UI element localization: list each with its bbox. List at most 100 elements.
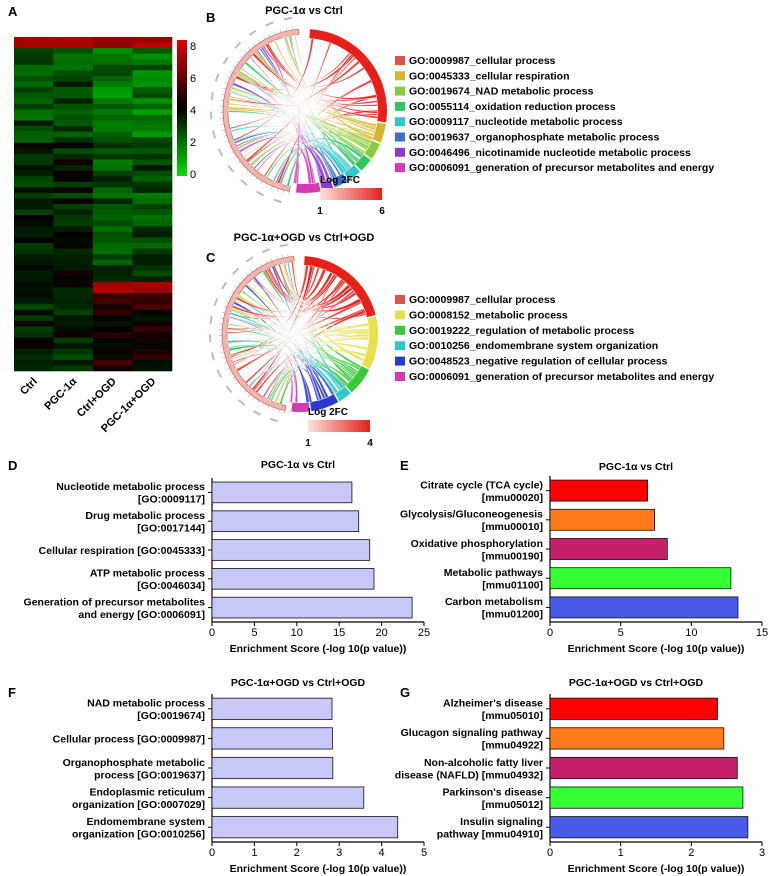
chord-ribbon: [227, 323, 356, 378]
heatmap-cell: [53, 148, 94, 155]
heatmap-cell: [132, 176, 173, 183]
category-label: organization [GO:0007029]: [72, 799, 205, 811]
heatmap-cell: [53, 204, 94, 210]
term-arc-segment: [331, 173, 348, 188]
legend-label: GO:0006091_generation of precursor metab…: [409, 371, 714, 383]
heatmap-cell: [132, 276, 173, 283]
heatmap-cell: [132, 131, 173, 138]
heatmap-cell: [93, 75, 133, 82]
chord-ribbon: [228, 98, 371, 147]
heatmap-cell: [53, 348, 94, 355]
heatmap-cell: [93, 304, 133, 311]
heatmap-cell: [132, 81, 173, 88]
heatmap-cell: [53, 37, 94, 43]
heatmap-cell: [132, 187, 173, 194]
heatmap-cell: [132, 37, 173, 43]
heatmap-cell: [93, 198, 133, 205]
heatmap-cell: [53, 109, 94, 116]
panel-letter-e: E: [400, 458, 409, 473]
heatmap-cell: [53, 126, 94, 132]
heatmap-cell: [132, 142, 173, 149]
gene-tick: [258, 39, 261, 43]
heatmap-cell: [14, 293, 54, 299]
chord-ribbon: [227, 340, 339, 394]
bar: [549, 816, 749, 839]
chord-ribbon: [236, 294, 370, 334]
legend-swatch: [395, 147, 405, 157]
gene-label-mark: [238, 399, 246, 406]
x-axis-label: Enrichment Score (-log 10(p value)): [230, 863, 407, 875]
heatmap-cell: [132, 165, 173, 171]
chord-ribbon: [286, 140, 359, 187]
heatmap-cell: [93, 254, 133, 260]
x-tick-label: 10: [291, 627, 303, 639]
category-label: Citrate cycle (TCA cycle): [420, 479, 543, 491]
heatmap-cell: [14, 187, 54, 194]
gene-tick: [229, 372, 233, 375]
heatmap-cell: [53, 215, 94, 221]
bar: [211, 568, 375, 590]
heatmap-cell: [93, 64, 133, 71]
chord-ribbon: [238, 136, 312, 185]
heatmap-cell: [93, 215, 133, 221]
category-label: Drug metabolic process: [85, 510, 205, 522]
legend-label: GO:0009117_nucleotide metabolic process: [409, 116, 623, 128]
heatmap-cell: [132, 315, 173, 322]
heatmap-cell: [132, 304, 173, 311]
chord-ribbon: [268, 337, 370, 402]
heatmap-cell: [132, 92, 173, 99]
heatmap-cell: [53, 281, 94, 288]
chord-ribbon: [262, 366, 298, 404]
colorbar-tick-label: 6: [190, 73, 196, 85]
gene-tick: [236, 60, 239, 63]
heatmap-cell: [132, 204, 173, 210]
legend-swatch: [395, 295, 405, 304]
term-arc-segment: [345, 365, 370, 393]
heatmap-cell: [93, 48, 133, 54]
chord-diagram-c: [208, 243, 378, 423]
category-label: Generation of precursor metabolites: [24, 596, 206, 608]
heatmap-cell: [132, 148, 173, 155]
bar: [549, 567, 732, 590]
chord-ribbon: [281, 262, 370, 331]
heatmap-cell: [14, 220, 54, 227]
gene-tick: [222, 129, 226, 131]
heatmap-cell: [93, 148, 133, 155]
heatmap-cell: [53, 42, 94, 49]
chord-diagram-b: [209, 16, 387, 204]
heatmap-cell: [14, 281, 54, 288]
gene-label-mark: [208, 334, 212, 343]
term-arc-segment: [309, 29, 387, 123]
gene-tick: [281, 254, 283, 258]
gene-tick: [228, 295, 232, 298]
gene-label-mark: [211, 130, 216, 139]
legend-label: GO:0019637_organophosphate metabolic pro…: [409, 132, 659, 144]
x-tick-label: 1: [251, 847, 257, 859]
x-tick-label: 3: [759, 847, 765, 859]
gene-tick: [237, 281, 241, 284]
chord-ribbon: [229, 349, 343, 391]
heatmap-cell: [53, 304, 94, 311]
bar: [549, 479, 648, 502]
chord-ribbon: [230, 125, 350, 171]
legend-swatch: [395, 56, 405, 65]
heatmap-cell: [93, 209, 133, 216]
gene-tick: [224, 82, 228, 84]
chord-ribbon: [237, 72, 368, 151]
heatmap-cell: [14, 153, 54, 160]
heatmap-cell: [53, 181, 94, 188]
heatmap-cell: [14, 348, 54, 355]
heatmap-cell: [53, 248, 94, 255]
heatmap-cell: [53, 315, 94, 322]
heatmap-cell: [93, 343, 133, 350]
heatmap-cell: [53, 287, 94, 294]
heatmap-cell: [14, 359, 54, 366]
heatmap-cell: [132, 248, 173, 255]
category-label: Non-alcoholic fatty liver: [424, 757, 543, 769]
gene-tick: [222, 357, 226, 359]
gene-label-mark: [283, 16, 293, 21]
heatmap-column-label: PGC-1α: [42, 375, 79, 412]
heatmap-cell: [14, 192, 54, 199]
gene-tick: [243, 390, 247, 393]
log2fc-title-b: Log 2FC: [320, 175, 360, 186]
